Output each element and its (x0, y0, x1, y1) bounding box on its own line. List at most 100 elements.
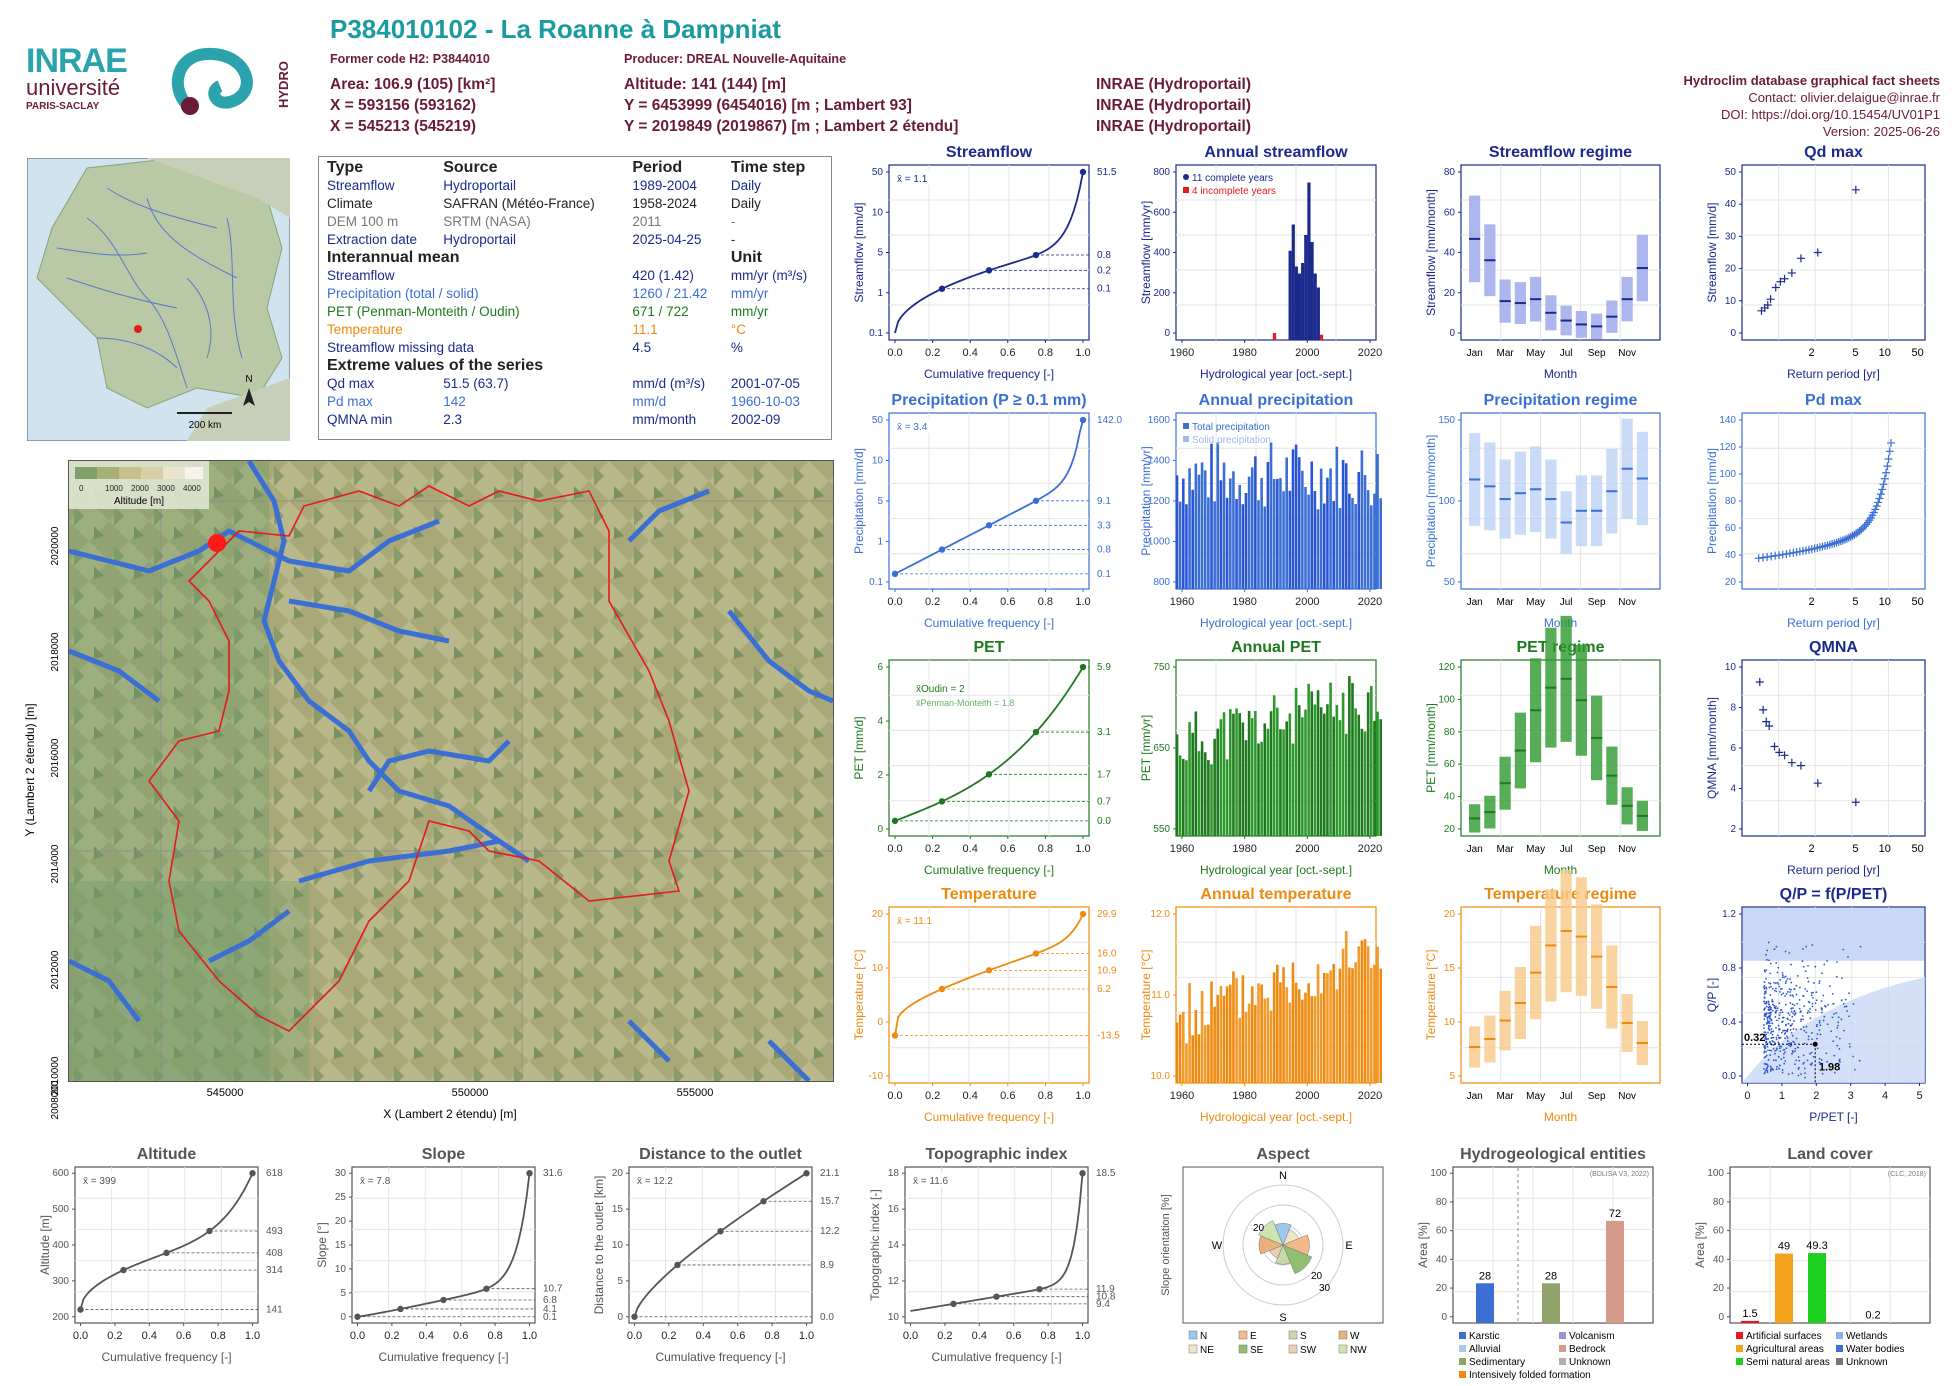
logo-text: INRAE (26, 42, 128, 80)
qp-point (1814, 965, 1817, 968)
xtick: 3 (1848, 1090, 1854, 1102)
qp-point (1846, 1010, 1849, 1012)
chart-xlabel: Return period [yr] (1787, 367, 1880, 381)
chart-ylabel: Temperature [°C] (852, 950, 866, 1041)
bar-value: 0.2 (1865, 1310, 1880, 1322)
annual-bar (1191, 732, 1194, 836)
qp-point (1796, 1046, 1799, 1049)
ytick: 80 (1444, 167, 1456, 178)
annual-bar (1263, 998, 1267, 1083)
qp-point (1818, 1057, 1821, 1060)
qp-point (1774, 1049, 1777, 1052)
qp-point (1764, 1047, 1766, 1050)
annual-bar (1360, 450, 1364, 589)
qp-point (1789, 1002, 1792, 1004)
qp-point (1769, 1011, 1771, 1014)
annual-bar (1216, 442, 1220, 589)
qp-point (1836, 1026, 1839, 1029)
qp-point (1764, 1034, 1767, 1037)
annual-bar (1225, 986, 1229, 1083)
qp-point (1815, 991, 1818, 994)
ytick: 10 (872, 456, 884, 467)
category-legend: Karstic (1469, 1331, 1500, 1342)
legend-complete: 11 complete years (1192, 173, 1273, 184)
quantile-label: 0.1 (1097, 284, 1111, 295)
qp-point (1763, 981, 1766, 983)
quantile-label: 0.2 (1097, 265, 1111, 276)
logo-block: INRAE université PARIS-SACLAY (26, 42, 150, 124)
qp-point (1804, 970, 1807, 973)
annual-bar (1232, 713, 1235, 836)
qp-point (1766, 1063, 1769, 1066)
qp-point (1799, 1010, 1802, 1013)
annual-bar (1307, 494, 1310, 589)
chart-xlabel: Return period [yr] (1787, 616, 1880, 630)
qp-point (1775, 1068, 1778, 1071)
chart-title: Annual precipitation (1199, 392, 1354, 409)
map-ytick: 2012000 (50, 950, 61, 989)
info-cell: Daily (730, 178, 761, 193)
annual-bar (1338, 720, 1342, 836)
info-cell: Pd max (327, 394, 373, 409)
quantile-label: 10.9 (1097, 965, 1117, 976)
return-point (1879, 480, 1888, 489)
qp-point (1806, 1012, 1809, 1014)
info-cell: 2025-04-25 (632, 232, 702, 247)
ytick: 200 (1153, 288, 1170, 299)
return-point (1796, 761, 1805, 770)
mean-box (893, 419, 955, 433)
doi-link[interactable]: DOI: https://doi.org/10.15454/UV01P1 (1721, 107, 1940, 122)
annual-bar (1210, 764, 1213, 836)
chart-frame (1729, 1166, 1931, 1324)
annual-bar (1297, 989, 1301, 1083)
ytick: 20 (1444, 824, 1456, 835)
ring-label: 20 (1311, 1271, 1323, 1282)
annual-bar (1354, 962, 1357, 1083)
xtick: 1980 (1232, 843, 1256, 855)
qp-point (1765, 1033, 1768, 1036)
chart-ylabel: Distance to the outlet [km] (592, 1176, 606, 1315)
legend-swatch (1338, 1344, 1348, 1354)
ytick: 30 (335, 1168, 347, 1179)
chart-ylabel: Altitude [m] (38, 1215, 52, 1275)
qp-point (1781, 974, 1784, 977)
qp-point (1786, 991, 1789, 993)
ytick: 600 (1153, 207, 1170, 218)
xtick: 0.6 (1000, 596, 1015, 608)
qp-point (1792, 1028, 1795, 1030)
quantile-point (891, 817, 899, 825)
aspect-legend: S (1300, 1331, 1307, 1342)
qp-point (1771, 998, 1774, 1001)
outlet-marker (208, 534, 226, 552)
aspect-legend: SW (1300, 1345, 1317, 1356)
month-tick: Nov (1618, 844, 1636, 855)
xtick: 0.6 (1000, 1090, 1015, 1102)
quantile-label: 31.6 (543, 1168, 563, 1179)
annual-bar (1188, 983, 1191, 1083)
qp-point (1763, 1056, 1766, 1059)
annual-bar (1182, 758, 1185, 836)
xtick: 1.0 (799, 1330, 814, 1342)
qp-point (1763, 1009, 1766, 1011)
annual-bar (1351, 968, 1354, 1083)
qp-point (1836, 961, 1838, 963)
ytick: 0 (1164, 328, 1170, 339)
quantile-label: 8.9 (820, 1260, 834, 1271)
hydro-logo-icon (171, 47, 253, 115)
qp-point (1803, 1042, 1806, 1045)
xtick: 0.8 (1038, 843, 1053, 855)
month-tick: Sep (1588, 1091, 1606, 1102)
altitude-legend-tick: 1000 (105, 484, 123, 493)
qp-point (1767, 1021, 1770, 1024)
qp-point (1805, 1031, 1808, 1034)
qp-point (1767, 1024, 1770, 1027)
quantile-label: 0.8 (1097, 545, 1111, 556)
qp-point (1782, 1056, 1785, 1059)
annual-bar (1310, 691, 1314, 836)
chart-ylabel: Streamflow [mm/yr] (1139, 201, 1153, 304)
qp-mean-point (1812, 1041, 1818, 1047)
chart-frame (74, 1166, 259, 1324)
annual-bar (1225, 497, 1229, 589)
month-tick: Mar (1497, 1091, 1515, 1102)
